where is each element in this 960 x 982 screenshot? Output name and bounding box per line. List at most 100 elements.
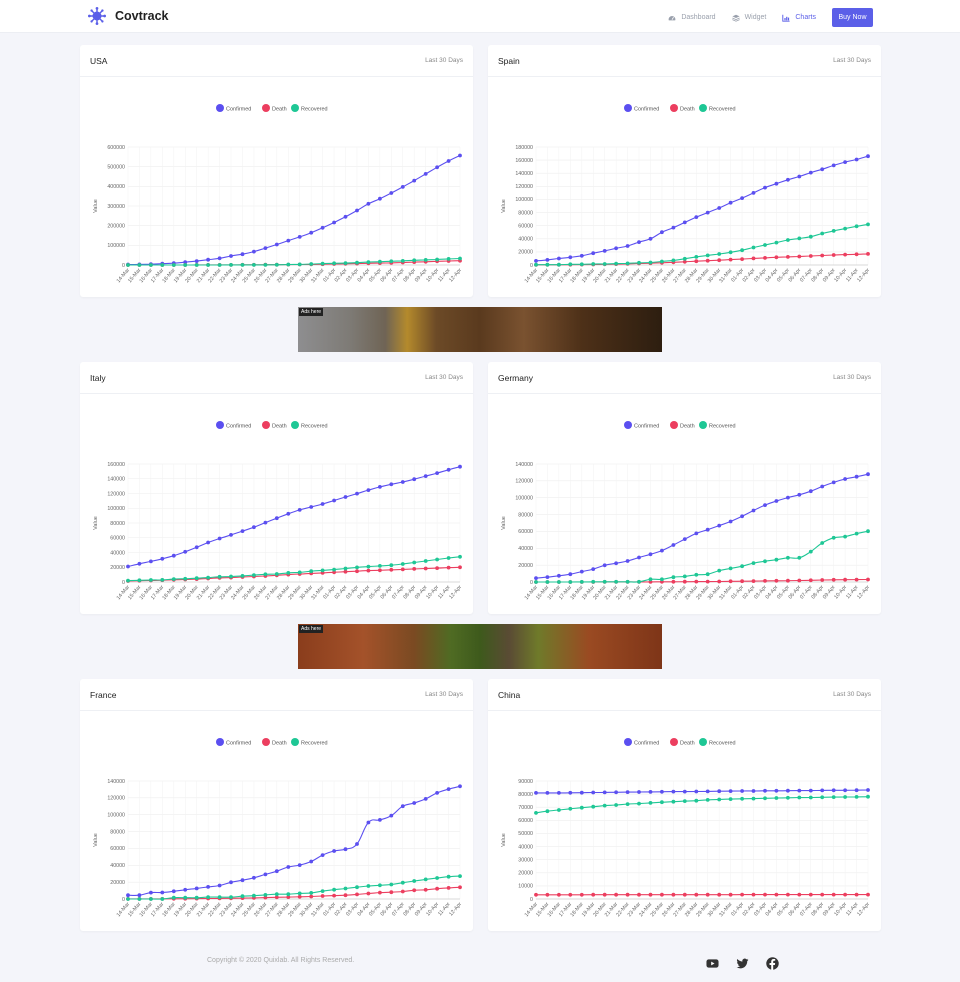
data-point[interactable]	[400, 562, 405, 566]
data-point[interactable]	[229, 895, 233, 899]
data-point[interactable]	[320, 889, 325, 893]
data-point[interactable]	[263, 872, 268, 877]
data-point[interactable]	[717, 206, 722, 210]
data-point[interactable]	[831, 795, 836, 799]
data-point[interactable]	[378, 564, 382, 568]
data-point[interactable]	[717, 252, 722, 256]
data-point[interactable]	[797, 578, 802, 583]
data-point[interactable]	[763, 503, 767, 507]
data-point[interactable]	[366, 260, 371, 264]
data-point[interactable]	[648, 790, 653, 794]
legend-marker[interactable]	[216, 421, 224, 429]
data-point[interactable]	[751, 579, 756, 583]
data-point[interactable]	[297, 570, 302, 575]
data-point[interactable]	[614, 261, 618, 266]
data-point[interactable]	[320, 225, 325, 230]
data-point[interactable]	[545, 809, 550, 814]
data-point[interactable]	[149, 897, 153, 901]
data-point[interactable]	[820, 231, 825, 236]
data-point[interactable]	[423, 172, 428, 176]
data-point[interactable]	[705, 798, 710, 802]
data-point[interactable]	[648, 577, 653, 582]
data-point[interactable]	[229, 574, 233, 579]
data-point[interactable]	[717, 892, 722, 897]
legend-marker[interactable]	[624, 421, 632, 429]
data-point[interactable]	[705, 579, 710, 584]
data-point[interactable]	[378, 883, 382, 888]
data-point[interactable]	[694, 255, 699, 259]
data-point[interactable]	[389, 563, 394, 568]
data-point[interactable]	[866, 788, 870, 792]
data-point[interactable]	[843, 160, 847, 164]
legend-marker[interactable]	[624, 104, 632, 112]
data-point[interactable]	[435, 566, 439, 570]
data-point[interactable]	[343, 214, 348, 219]
data-point[interactable]	[171, 553, 176, 558]
data-point[interactable]	[557, 892, 561, 897]
data-point[interactable]	[274, 869, 279, 874]
data-point[interactable]	[343, 566, 348, 571]
data-point[interactable]	[545, 791, 550, 795]
data-point[interactable]	[717, 789, 722, 794]
line-chart-italy[interactable]: Confirmed Death Recovered 0 20000 40000 60000 8…	[80, 394, 473, 614]
data-point[interactable]	[694, 789, 699, 794]
data-point[interactable]	[591, 251, 596, 256]
data-point[interactable]	[534, 791, 538, 795]
data-point[interactable]	[763, 243, 767, 247]
data-point[interactable]	[557, 808, 561, 812]
data-point[interactable]	[274, 892, 279, 897]
data-point[interactable]	[309, 859, 314, 864]
data-point[interactable]	[774, 499, 779, 503]
data-point[interactable]	[854, 788, 859, 793]
data-point[interactable]	[660, 892, 664, 897]
data-point[interactable]	[435, 791, 439, 795]
legend-marker[interactable]	[262, 104, 270, 112]
data-point[interactable]	[854, 795, 859, 799]
data-point[interactable]	[378, 890, 382, 895]
data-point[interactable]	[229, 880, 233, 885]
data-point[interactable]	[557, 791, 561, 795]
data-point[interactable]	[286, 238, 291, 243]
data-point[interactable]	[343, 847, 348, 852]
data-point[interactable]	[625, 559, 630, 563]
data-point[interactable]	[458, 464, 462, 469]
data-point[interactable]	[309, 230, 314, 235]
data-point[interactable]	[240, 252, 245, 257]
data-point[interactable]	[797, 236, 802, 241]
data-point[interactable]	[217, 536, 222, 541]
data-point[interactable]	[343, 261, 348, 265]
data-point[interactable]	[705, 572, 710, 577]
data-point[interactable]	[149, 578, 153, 582]
data-point[interactable]	[705, 253, 710, 258]
data-point[interactable]	[435, 886, 439, 891]
data-point[interactable]	[728, 789, 733, 793]
data-point[interactable]	[194, 263, 199, 267]
data-point[interactable]	[751, 191, 756, 195]
data-point[interactable]	[717, 568, 722, 573]
data-point[interactable]	[171, 577, 176, 581]
data-point[interactable]	[423, 877, 428, 882]
data-point[interactable]	[568, 580, 573, 584]
data-point[interactable]	[671, 543, 676, 547]
data-point[interactable]	[534, 262, 538, 267]
data-point[interactable]	[126, 893, 130, 898]
data-point[interactable]	[728, 250, 733, 255]
data-point[interactable]	[309, 505, 314, 509]
data-point[interactable]	[412, 178, 417, 183]
legend-marker[interactable]	[262, 738, 270, 746]
data-point[interactable]	[694, 892, 699, 897]
data-point[interactable]	[591, 579, 596, 584]
data-point[interactable]	[412, 258, 417, 263]
data-point[interactable]	[751, 796, 756, 801]
data-point[interactable]	[763, 256, 767, 260]
data-point[interactable]	[378, 818, 382, 822]
data-point[interactable]	[694, 798, 699, 803]
data-point[interactable]	[717, 523, 722, 528]
facebook-icon[interactable]	[766, 957, 779, 970]
data-point[interactable]	[286, 892, 291, 897]
data-point[interactable]	[217, 883, 222, 888]
data-point[interactable]	[366, 201, 371, 206]
data-point[interactable]	[389, 259, 394, 264]
data-point[interactable]	[545, 580, 550, 584]
data-point[interactable]	[751, 245, 756, 250]
